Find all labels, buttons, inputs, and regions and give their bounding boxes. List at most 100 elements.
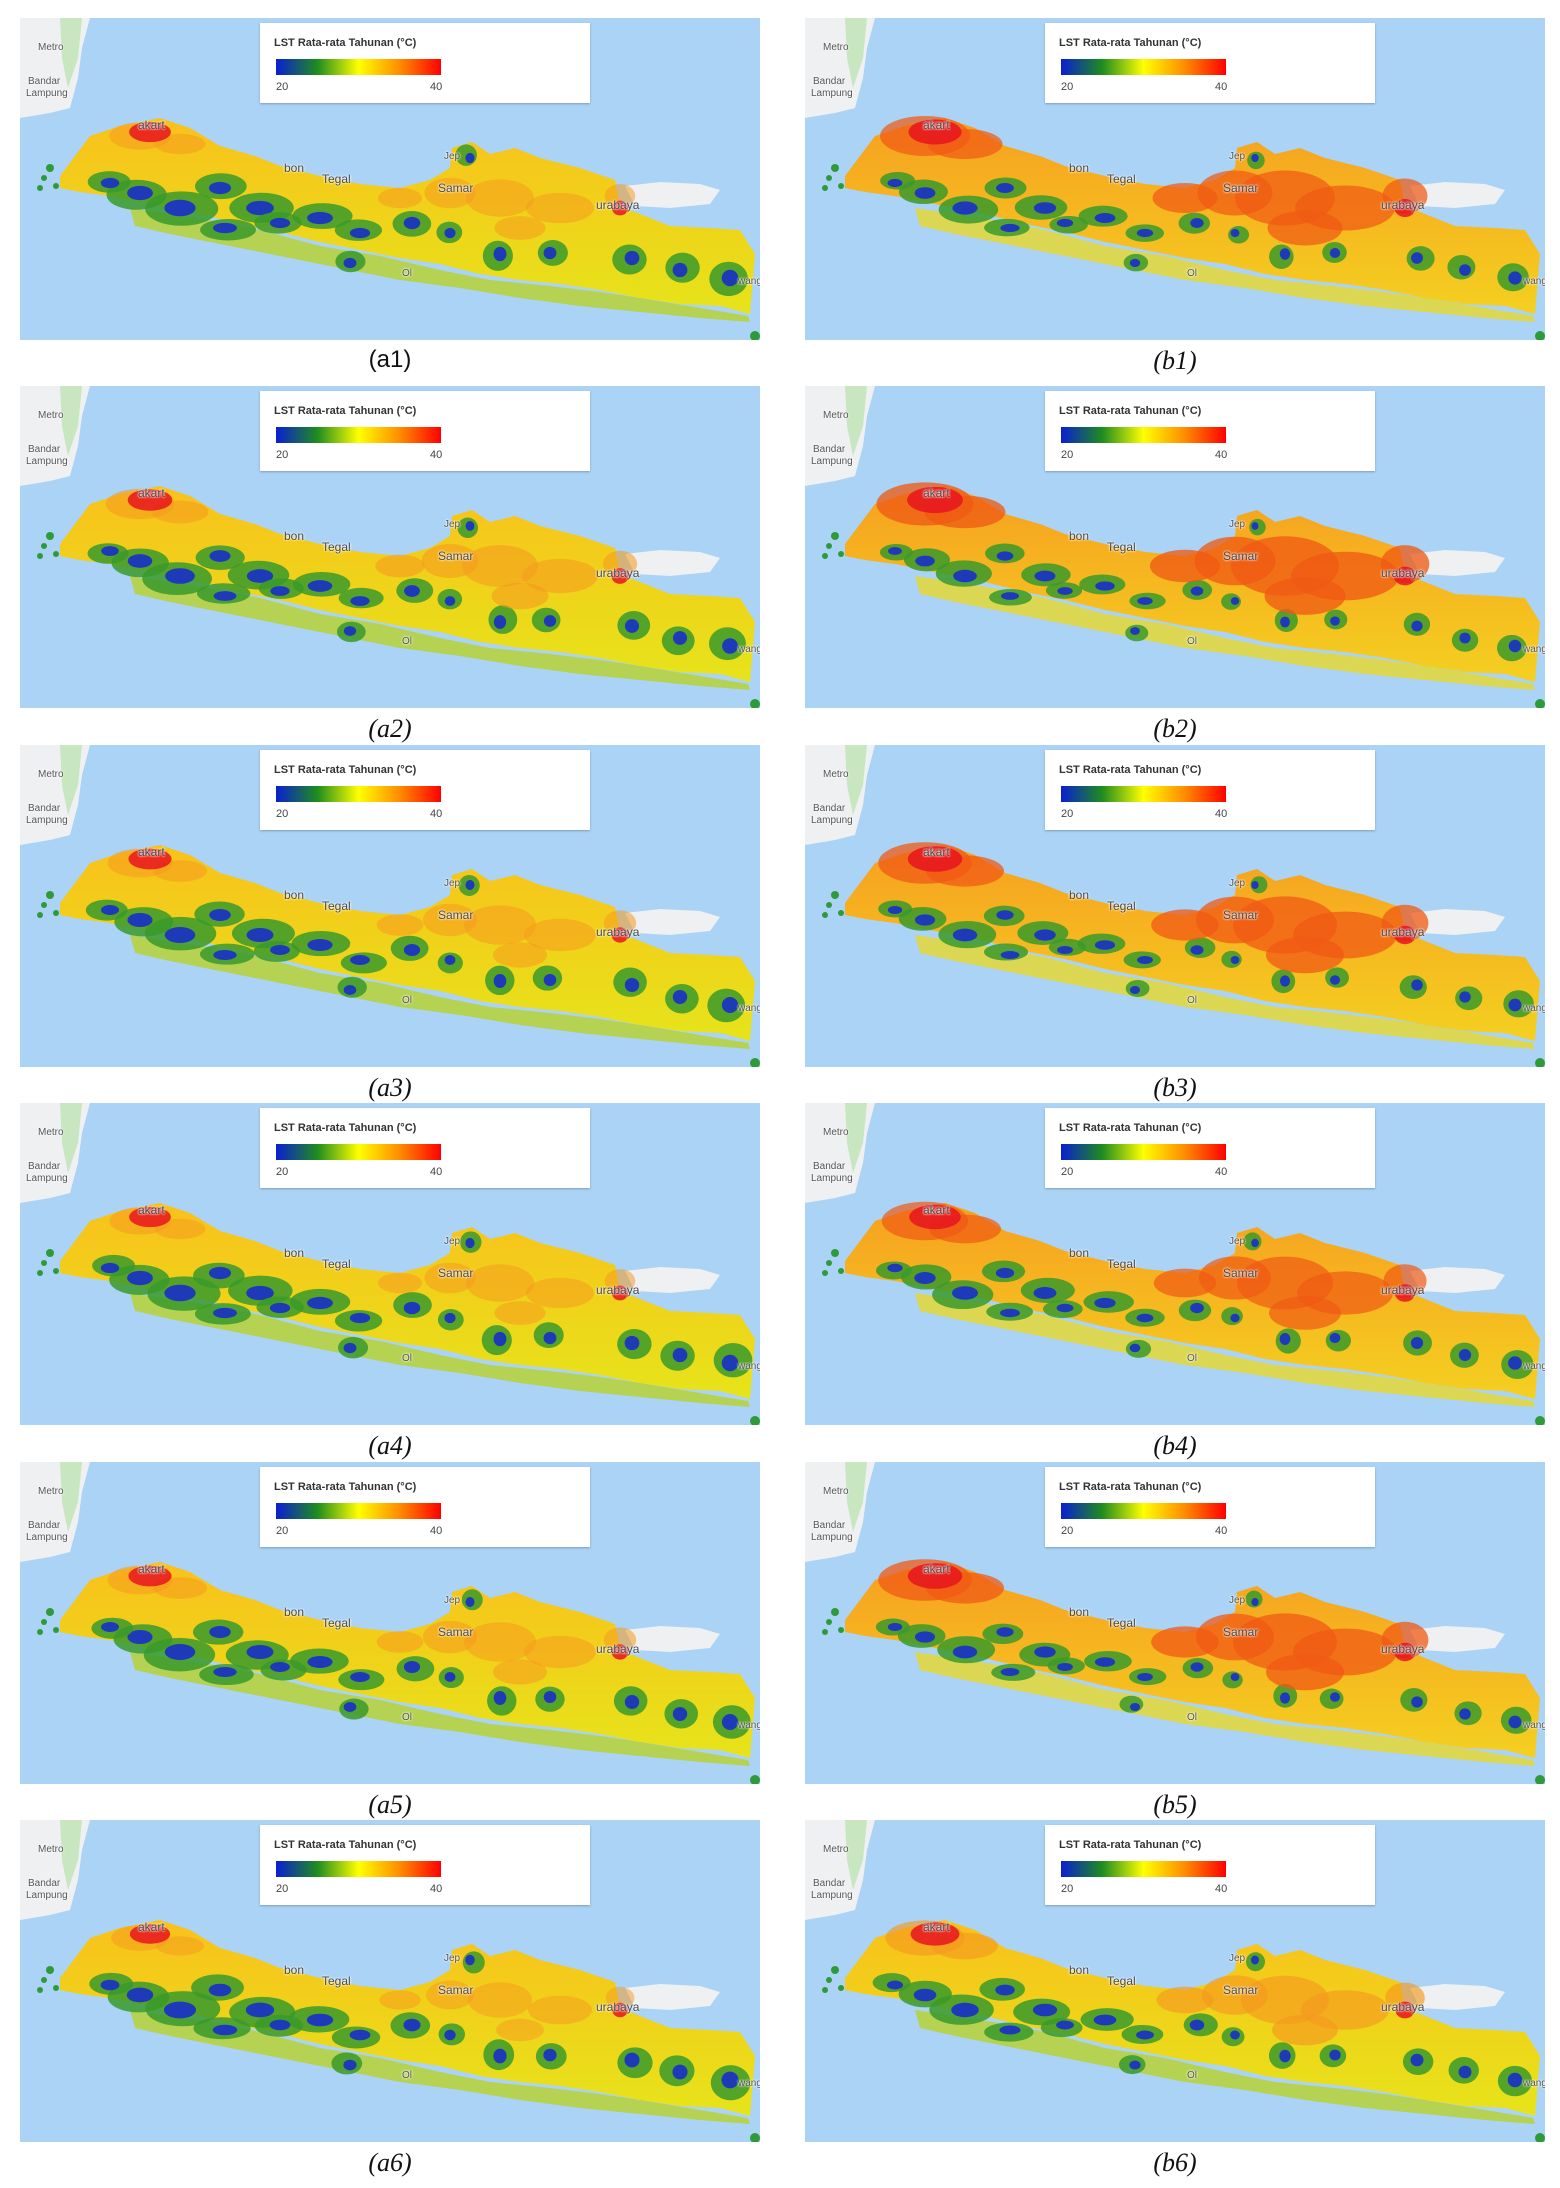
lst-map[interactable]: LST Rata-rata Tahunan (°C) 20 40 Metro B… bbox=[805, 18, 1545, 340]
lst-map[interactable]: LST Rata-rata Tahunan (°C) 20 40 Metro B… bbox=[805, 386, 1545, 708]
lst-coldest-zone bbox=[307, 939, 333, 951]
lst-map[interactable]: LST Rata-rata Tahunan (°C) 20 40 Metro B… bbox=[20, 386, 760, 708]
lst-coldest-zone bbox=[343, 2059, 357, 2071]
lst-hottest-zone bbox=[611, 1644, 629, 1660]
lst-hot-zone bbox=[424, 177, 476, 209]
lst-coldest-zone bbox=[246, 928, 274, 942]
lst-coldest-zone bbox=[349, 1312, 371, 1324]
sumatra-park bbox=[60, 1462, 82, 1532]
legend-title: LST Rata-rata Tahunan (°C) bbox=[274, 764, 417, 776]
lst-coldest-zone bbox=[672, 2064, 688, 2080]
place-label-cirebon: bon bbox=[284, 1246, 305, 1260]
lst-hot-zone bbox=[524, 918, 596, 952]
place-label-cirebon: bon bbox=[1069, 161, 1090, 175]
place-label-banyuwangi: wang bbox=[1523, 1361, 1545, 1372]
lst-coldest-zone bbox=[213, 950, 237, 960]
legend-max-label: 40 bbox=[1215, 1883, 1228, 1895]
lst-map[interactable]: LST Rata-rata Tahunan (°C) 20 40 Metro B… bbox=[805, 1462, 1545, 1784]
lst-coldest-zone bbox=[1507, 2072, 1523, 2088]
sumatra-park bbox=[845, 1103, 867, 1173]
map-legend: LST Rata-rata Tahunan (°C) 20 40 bbox=[260, 750, 590, 830]
lst-hot-zone bbox=[154, 1218, 206, 1240]
lst-coldest-zone bbox=[1279, 1692, 1291, 1704]
small-island bbox=[46, 1608, 54, 1616]
panel-caption: (b2) bbox=[1153, 714, 1197, 743]
lst-coldest-zone bbox=[127, 1270, 153, 1286]
legend-color-scale bbox=[1061, 1861, 1226, 1877]
lst-coldest-zone bbox=[913, 1988, 937, 2002]
lst-map[interactable]: LST Rata-rata Tahunan (°C) 20 40 Metro B… bbox=[20, 1462, 760, 1784]
lst-hot-zone bbox=[604, 1269, 636, 1293]
panel-caption: (b5) bbox=[1153, 1790, 1197, 1819]
lst-map[interactable]: LST Rata-rata Tahunan (°C) 20 40 Metro B… bbox=[805, 745, 1545, 1067]
lst-map[interactable]: LST Rata-rata Tahunan (°C) 20 40 Metro B… bbox=[20, 745, 760, 1067]
place-label-tegal: Tegal bbox=[322, 172, 351, 186]
small-island bbox=[41, 543, 47, 549]
lst-coldest-zone bbox=[722, 638, 738, 654]
lst-coldest-zone bbox=[1508, 639, 1522, 653]
lst-coldest-zone bbox=[543, 615, 557, 627]
place-label-surabaya: urabaya bbox=[1381, 2000, 1425, 2014]
lst-coldest-zone bbox=[1095, 581, 1115, 591]
map-legend: LST Rata-rata Tahunan (°C) 20 40 bbox=[260, 23, 590, 103]
lst-coldest-zone bbox=[1230, 597, 1240, 605]
lst-coldest-zone bbox=[624, 1335, 640, 1351]
lst-coldest-zone bbox=[672, 990, 688, 1004]
lst-coldest-zone bbox=[914, 1272, 936, 1284]
lst-coldest-zone bbox=[465, 1954, 475, 1966]
place-label-yogya: Ol bbox=[1187, 1712, 1197, 1723]
madura-island bbox=[625, 909, 720, 935]
lst-coldest-zone bbox=[543, 1331, 557, 1345]
lst-coldest-zone bbox=[1410, 2053, 1424, 2067]
madura-island bbox=[1410, 1984, 1505, 2010]
place-label-jepara: Jep bbox=[1229, 1953, 1246, 1964]
java-island-map bbox=[805, 18, 1545, 340]
small-island bbox=[37, 553, 43, 559]
legend-title: LST Rata-rata Tahunan (°C) bbox=[274, 405, 417, 417]
legend-title: LST Rata-rata Tahunan (°C) bbox=[1059, 764, 1202, 776]
lst-coldest-zone bbox=[444, 227, 456, 239]
small-island bbox=[750, 2133, 760, 2142]
legend-color-scale bbox=[1061, 427, 1226, 443]
map-legend: LST Rata-rata Tahunan (°C) 20 40 bbox=[1045, 1467, 1375, 1547]
lst-coldest-zone bbox=[996, 910, 1014, 920]
lst-map[interactable]: LST Rata-rata Tahunan (°C) 20 40 Metro B… bbox=[805, 1103, 1545, 1425]
legend-color-scale bbox=[276, 1144, 441, 1160]
place-label-metro: Metro bbox=[823, 769, 849, 780]
legend-color-scale bbox=[1061, 786, 1226, 802]
place-label-yogya: Ol bbox=[1187, 2070, 1197, 2081]
place-label-jepara: Jep bbox=[1229, 519, 1246, 530]
lst-coldest-zone bbox=[1329, 2049, 1341, 2061]
place-label-surabaya: urabaya bbox=[1381, 1283, 1425, 1297]
small-island bbox=[37, 1629, 43, 1635]
lst-hot-zone bbox=[493, 1659, 547, 1685]
panel-caption: (a2) bbox=[368, 714, 412, 743]
place-label-cirebon: bon bbox=[1069, 888, 1090, 902]
lst-coldest-zone bbox=[465, 152, 475, 164]
place-label-metro: Metro bbox=[38, 42, 64, 53]
java-island-map bbox=[805, 386, 1545, 708]
map-panel-b5: LST Rata-rata Tahunan (°C) 20 40 Metro B… bbox=[805, 1462, 1545, 1830]
lst-coldest-zone bbox=[270, 586, 290, 596]
lst-coldest-zone bbox=[1137, 1673, 1153, 1681]
lst-coldest-zone bbox=[245, 2002, 275, 2018]
map-panel-b6: LST Rata-rata Tahunan (°C) 20 40 Metro B… bbox=[805, 1820, 1545, 2188]
lst-coldest-zone bbox=[493, 246, 507, 262]
lst-coldest-zone bbox=[1230, 1313, 1240, 1323]
lst-coldest-zone bbox=[164, 1284, 196, 1302]
lst-hot-zone bbox=[375, 554, 425, 578]
place-label-banyuwangi: wang bbox=[1523, 1720, 1545, 1731]
lst-map[interactable]: LST Rata-rata Tahunan (°C) 20 40 Metro B… bbox=[20, 18, 760, 340]
lst-hot-zone bbox=[466, 1264, 534, 1302]
lst-map[interactable]: LST Rata-rata Tahunan (°C) 20 40 Metro B… bbox=[20, 1820, 760, 2142]
lst-coldest-zone bbox=[1129, 2060, 1141, 2070]
lst-map[interactable]: LST Rata-rata Tahunan (°C) 20 40 Metro B… bbox=[20, 1103, 760, 1425]
panel-caption: (a3) bbox=[368, 1073, 412, 1102]
lst-map[interactable]: LST Rata-rata Tahunan (°C) 20 40 Metro B… bbox=[805, 1820, 1545, 2142]
map-legend: LST Rata-rata Tahunan (°C) 20 40 bbox=[260, 1825, 590, 1905]
lst-coldest-zone bbox=[101, 1622, 119, 1632]
lst-hottest-zone bbox=[611, 568, 629, 584]
lst-coldest-zone bbox=[1329, 1692, 1341, 1702]
place-label-cirebon: bon bbox=[284, 529, 305, 543]
lst-coldest-zone bbox=[1329, 248, 1341, 258]
